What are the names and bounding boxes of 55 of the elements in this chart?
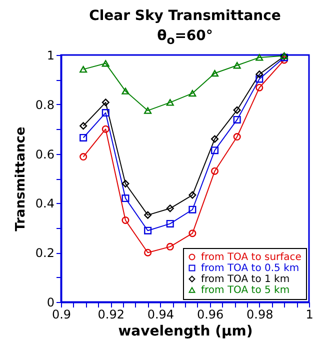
x-tick-label: 0.96 [196, 308, 224, 322]
point [256, 70, 264, 78]
y-tick-label: 0.6 [35, 147, 54, 162]
legend-label: from TOA to 5 km [201, 285, 290, 296]
point [80, 122, 88, 130]
point [211, 167, 219, 175]
chart-title: Clear Sky Transmittance [88, 8, 282, 24]
point [122, 88, 130, 94]
point [188, 230, 196, 238]
point [188, 90, 196, 97]
point [256, 54, 264, 61]
point [211, 146, 219, 154]
point [122, 216, 130, 224]
point [102, 125, 110, 133]
x-tick-label: 0.92 [98, 308, 124, 322]
point [211, 135, 219, 143]
point [188, 206, 196, 214]
point [122, 180, 130, 188]
y-tick-label: 0.8 [35, 98, 54, 112]
x-axis-title: wavelength (μm) [118, 324, 253, 340]
point [102, 98, 110, 106]
legend-label: from TOA to 1 km [201, 274, 290, 285]
point [233, 62, 241, 69]
point [166, 220, 174, 228]
point [233, 106, 241, 114]
point [144, 107, 152, 114]
x-tick-label: 0.9 [52, 308, 72, 322]
point [144, 226, 152, 234]
point [166, 242, 174, 250]
chart-subtitle: θ$_{o}$=60° [156, 28, 214, 47]
x-tick-label: 0.94 [147, 308, 174, 322]
y-tick-label: 0 [46, 296, 54, 310]
point [144, 248, 152, 256]
point [166, 99, 174, 106]
point [256, 84, 264, 92]
point [188, 191, 196, 199]
point [256, 75, 264, 83]
y-tick-label: 0.2 [35, 246, 54, 260]
point [233, 133, 241, 141]
point [80, 66, 88, 73]
point [102, 109, 110, 117]
legend-label: from TOA to surface [201, 252, 302, 263]
point [144, 211, 152, 219]
y-tick-label: 0.4 [35, 196, 54, 211]
point [166, 204, 174, 212]
x-tick-label: 0.98 [246, 308, 274, 322]
point [122, 194, 130, 202]
y-tick-label: 1 [46, 48, 54, 62]
point [102, 60, 110, 67]
point [233, 116, 241, 124]
legend-label: from TOA to 0.5 km [201, 263, 300, 274]
point [211, 70, 219, 77]
point [80, 134, 88, 142]
x-tick-label: 1 [306, 308, 314, 322]
y-axis-title: Transmittance [13, 126, 28, 232]
